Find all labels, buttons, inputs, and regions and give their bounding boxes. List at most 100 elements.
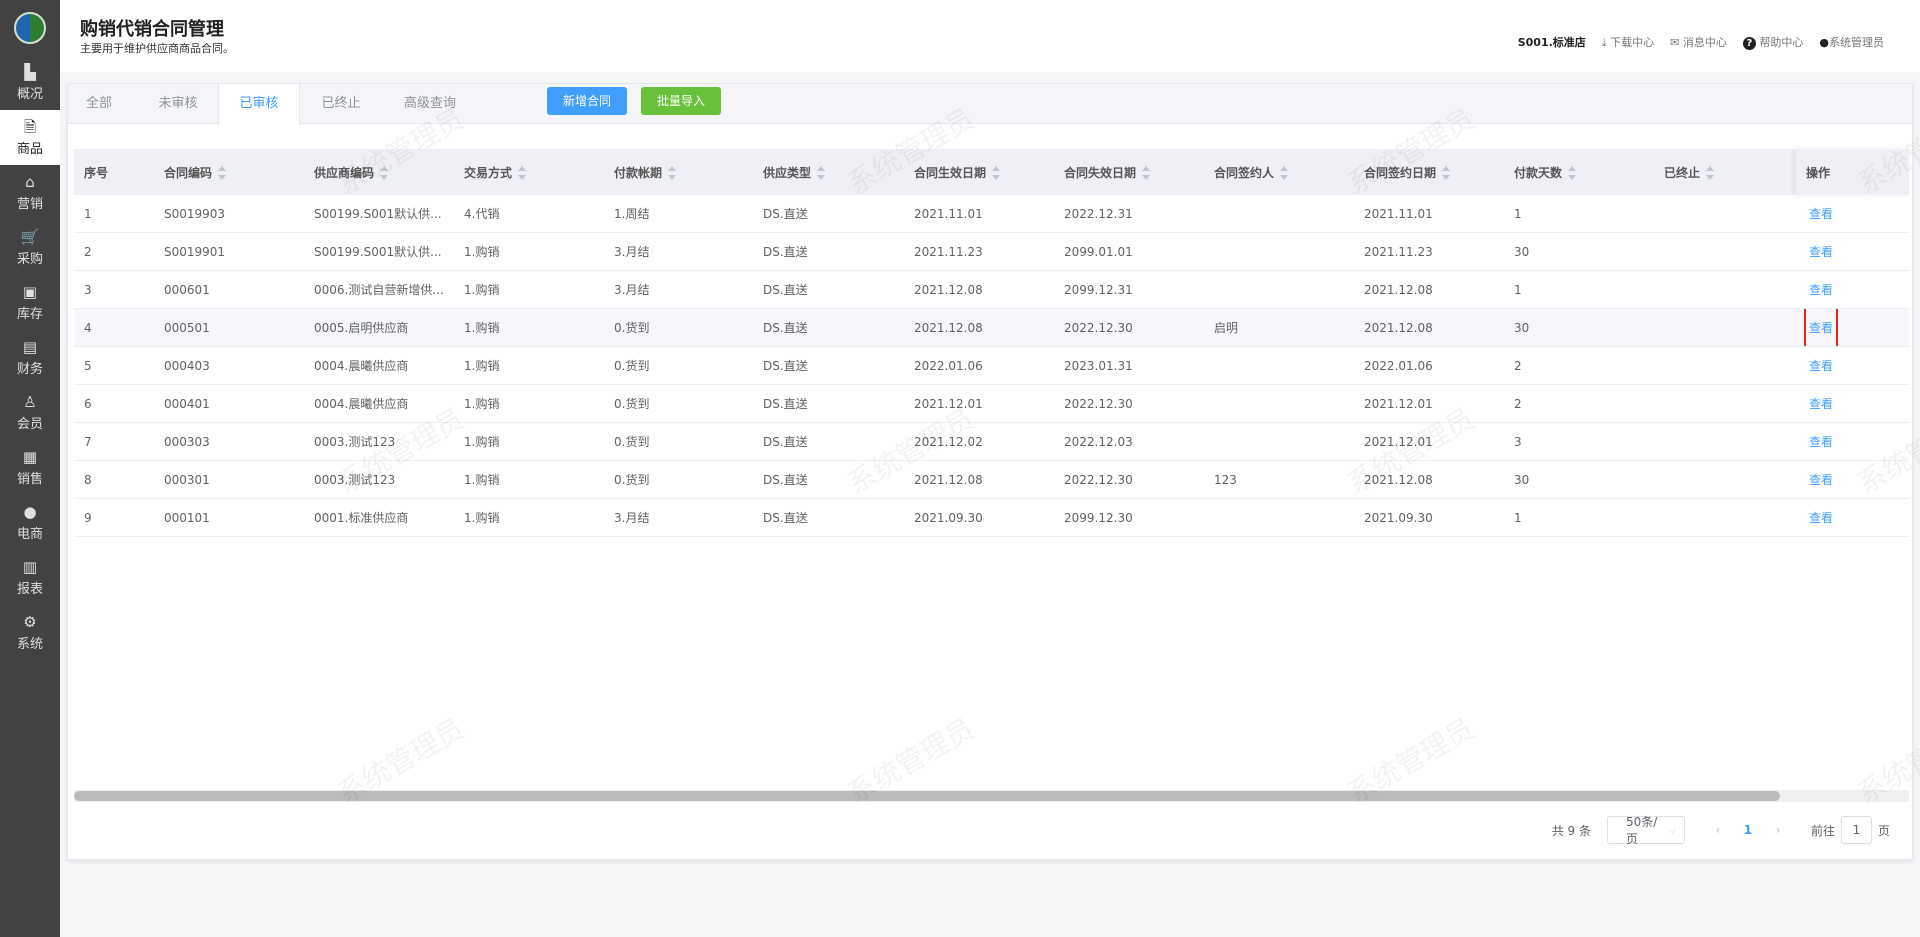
view-link[interactable]: 查看 — [1803, 308, 1839, 346]
table-cell: 1.购销 — [454, 346, 604, 385]
sort-icon[interactable] — [218, 166, 227, 180]
store-name[interactable]: S001.标准店 — [1517, 36, 1586, 49]
table-cell: 4 — [74, 308, 154, 347]
tab-bar: 全部 未审核 已审核 已终止 高级查询 新增合同 批量导入 — [68, 84, 1912, 125]
table-cell: 2 — [1504, 384, 1654, 423]
column-header[interactable]: 供应商编码 — [304, 149, 454, 195]
help-center-link[interactable]: ? 帮助中心 — [1742, 34, 1803, 50]
sidebar-item-8[interactable]: ● 电商 — [0, 495, 60, 550]
question-icon: ? — [1742, 37, 1756, 50]
add-contract-button[interactable]: 新增合同 — [547, 87, 628, 115]
next-page-button[interactable]: › — [1775, 823, 1781, 837]
user-menu[interactable]: ●系统管理员 — [1819, 36, 1884, 49]
table-cell: 2022.12.30 — [1054, 460, 1204, 499]
sidebar-item-0[interactable]: ▙ 概况 — [0, 55, 60, 110]
table-cell: DS.直送 — [753, 308, 904, 347]
sidebar-item-2[interactable]: ⌂ 营销 — [0, 165, 60, 220]
sidebar-item-label: 系统 — [16, 637, 43, 652]
tab-terminated[interactable]: 已终止 — [321, 96, 361, 111]
table-cell: 0.货到 — [604, 384, 753, 423]
goto-page-input[interactable] — [1840, 816, 1872, 844]
column-header[interactable]: 供应类型 — [753, 149, 904, 195]
table-cell: 2021.09.30 — [1354, 498, 1504, 537]
table-cell: 1 — [74, 195, 154, 233]
sidebar-item-4[interactable]: ▣ 库存 — [0, 275, 60, 330]
sort-icon[interactable] — [1706, 166, 1715, 180]
table-cell: S0019901 — [154, 232, 304, 271]
view-link[interactable]: 查看 — [1809, 435, 1834, 449]
sidebar-item-7[interactable]: ▦ 销售 — [0, 440, 60, 495]
sidebar-item-label: 采购 — [16, 252, 43, 267]
cash-register-icon: ▦ — [22, 448, 38, 466]
prev-page-button[interactable]: ‹ — [1715, 823, 1721, 837]
column-header[interactable]: 付款天数 — [1504, 149, 1654, 195]
sort-icon[interactable] — [668, 166, 677, 180]
column-header[interactable]: 合同签约日期 — [1354, 149, 1504, 195]
sidebar-item-1[interactable]: 🗎 商品 — [0, 110, 60, 165]
table-cell: 2021.11.01 — [1354, 195, 1504, 233]
table-cell: DS.直送 — [753, 460, 904, 499]
tab-advanced-search[interactable]: 高级查询 — [403, 96, 456, 111]
table-cell: 000601 — [154, 270, 304, 309]
box-icon: ▣ — [22, 283, 38, 301]
sort-icon[interactable] — [518, 166, 527, 180]
sidebar-item-6[interactable]: ♙ 会员 — [0, 385, 60, 440]
tab-reviewed[interactable]: 已审核 — [218, 84, 300, 125]
page-1[interactable]: 1 — [1743, 823, 1753, 837]
sort-icon[interactable] — [817, 166, 826, 180]
table-cell: 1.周结 — [604, 195, 753, 233]
sidebar-item-9[interactable]: ▥ 报表 — [0, 550, 60, 605]
sort-icon[interactable] — [1442, 166, 1451, 180]
view-link[interactable]: 查看 — [1809, 207, 1834, 221]
table-cell: 0004.晨曦供应商 — [304, 384, 454, 423]
download-center-link[interactable]: ⤓ 下载中心 — [1601, 36, 1655, 49]
table-cell: 0.货到 — [604, 346, 753, 385]
column-header[interactable]: 合同签约人 — [1204, 149, 1354, 195]
table-cell: 1.购销 — [454, 270, 604, 309]
view-link[interactable]: 查看 — [1809, 397, 1834, 411]
table-cell: 2021.09.30 — [904, 498, 1054, 537]
table-cell: DS.直送 — [753, 422, 904, 461]
sort-icon[interactable] — [992, 166, 1001, 180]
table-cell: 7 — [74, 422, 154, 461]
table-cell: 000303 — [154, 422, 304, 461]
table-cell — [1204, 270, 1354, 309]
column-header[interactable]: 合同失效日期 — [1054, 149, 1204, 195]
table-cell: 2022.12.30 — [1054, 384, 1204, 423]
sidebar-item-label: 库存 — [16, 307, 43, 322]
table-cell: 2021.12.01 — [1354, 422, 1504, 461]
sort-icon[interactable] — [1568, 166, 1577, 180]
view-link[interactable]: 查看 — [1809, 283, 1834, 297]
column-header[interactable]: 交易方式 — [454, 149, 604, 195]
tab-unreviewed[interactable]: 未审核 — [158, 96, 198, 111]
message-center-link[interactable]: ✉ 消息中心 — [1670, 36, 1727, 49]
tab-all[interactable]: 全部 — [85, 96, 112, 111]
view-link[interactable]: 查看 — [1809, 473, 1834, 487]
table-cell: 30 — [1504, 308, 1654, 347]
table-cell: 30 — [1504, 232, 1654, 271]
sort-icon[interactable] — [1142, 166, 1151, 180]
sidebar-item-5[interactable]: ▤ 财务 — [0, 330, 60, 385]
column-header[interactable]: 付款帐期 — [604, 149, 753, 195]
view-link[interactable]: 查看 — [1809, 511, 1834, 525]
table-cell — [1204, 422, 1354, 461]
page-size-select[interactable]: 50条/页 ⌵ — [1606, 815, 1685, 846]
table-row: 6 000401 0004.晨曦供应商 1.购销 0.货到 DS.直送 2021.12.01… — [74, 384, 1909, 423]
sort-icon[interactable] — [1280, 166, 1289, 180]
sort-icon[interactable] — [380, 166, 389, 180]
horizontal-scrollbar[interactable] — [74, 790, 1909, 802]
table-cell: DS.直送 — [753, 346, 904, 385]
batch-import-button[interactable]: 批量导入 — [641, 87, 722, 115]
view-link[interactable]: 查看 — [1809, 359, 1834, 373]
table-cell: 1 — [1504, 498, 1654, 537]
scrollbar-thumb[interactable] — [74, 791, 1780, 801]
column-header[interactable]: 已终止 — [1654, 149, 1796, 195]
table-cell — [1654, 308, 1796, 347]
table-cell: 2021.12.08 — [904, 460, 1054, 499]
sidebar-item-3[interactable]: 🛒 采购 — [0, 220, 60, 275]
table-cell: 123 — [1204, 460, 1354, 499]
view-link[interactable]: 查看 — [1809, 245, 1834, 259]
sidebar-item-10[interactable]: ⚙ 系统 — [0, 605, 60, 660]
column-header[interactable]: 合同编码 — [154, 149, 304, 195]
column-header[interactable]: 合同生效日期 — [904, 149, 1054, 195]
